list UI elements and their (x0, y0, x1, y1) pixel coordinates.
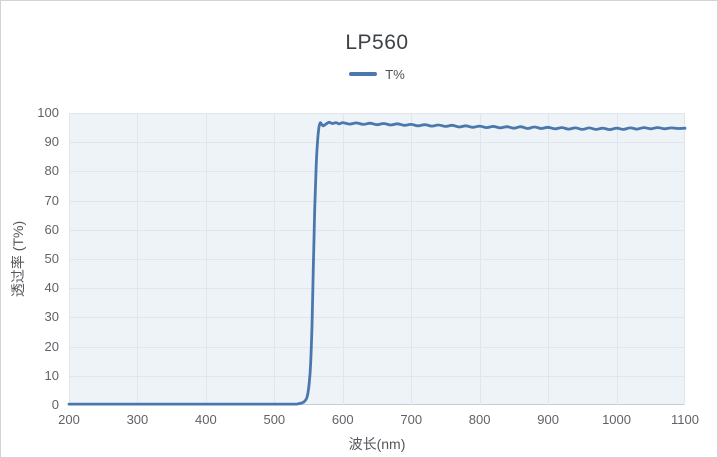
x-gridline (616, 113, 618, 405)
y-tick-label: 60 (44, 221, 59, 237)
y-gridline (69, 200, 685, 202)
y-tick-label: 20 (44, 338, 59, 354)
y-gridline (69, 229, 685, 231)
y-tick-label: 40 (44, 280, 59, 296)
x-tick-label: 400 (195, 412, 217, 427)
x-tick-label: 900 (537, 412, 559, 427)
y-gridline (69, 375, 685, 377)
t-percent-curve (67, 120, 687, 406)
x-tick-label: 200 (58, 412, 80, 427)
legend-item-t-percent[interactable]: T% (69, 65, 685, 83)
x-gridline (548, 113, 550, 405)
legend-label: T% (385, 66, 405, 82)
x-tick-label: 600 (331, 412, 354, 427)
y-tick-label: 0 (51, 397, 59, 412)
y-gridline (69, 259, 685, 260)
x-gridline (411, 113, 413, 405)
x-tick-label: 800 (468, 412, 491, 427)
y-gridline (69, 142, 685, 144)
legend-line-icon (349, 72, 378, 76)
y-gridline (69, 113, 685, 114)
y-tick-label: 50 (44, 251, 59, 266)
y-gridline (69, 288, 685, 290)
y-tick-label: 10 (44, 367, 59, 383)
y-tick-label: 30 (44, 309, 59, 325)
y-gridline (69, 404, 685, 405)
y-gridline (69, 171, 685, 173)
chart-title: LP560 (345, 31, 409, 54)
x-gridline (205, 113, 207, 405)
y-gridline (69, 346, 685, 348)
x-gridline (69, 113, 70, 405)
x-gridline (274, 113, 276, 405)
x-tick-label: 500 (263, 412, 286, 427)
x-axis-title: 波长(nm) (348, 436, 406, 452)
x-tick-label: 1000 (602, 412, 631, 427)
x-gridline (684, 113, 685, 405)
y-gridline (69, 317, 685, 319)
plot-area (67, 113, 687, 406)
x-tick-label: 700 (400, 412, 423, 427)
y-tick-label: 70 (44, 192, 59, 208)
y-tick-label: 90 (44, 134, 59, 150)
y-tick-label: 100 (37, 105, 59, 120)
y-axis-title: 透过率 (T%) (10, 220, 26, 298)
x-gridline (137, 113, 139, 405)
x-gridline (479, 113, 481, 405)
x-gridline (342, 113, 344, 405)
x-tick-label: 1100 (671, 412, 699, 427)
x-tick-label: 300 (126, 412, 149, 427)
y-tick-label: 80 (44, 163, 59, 179)
